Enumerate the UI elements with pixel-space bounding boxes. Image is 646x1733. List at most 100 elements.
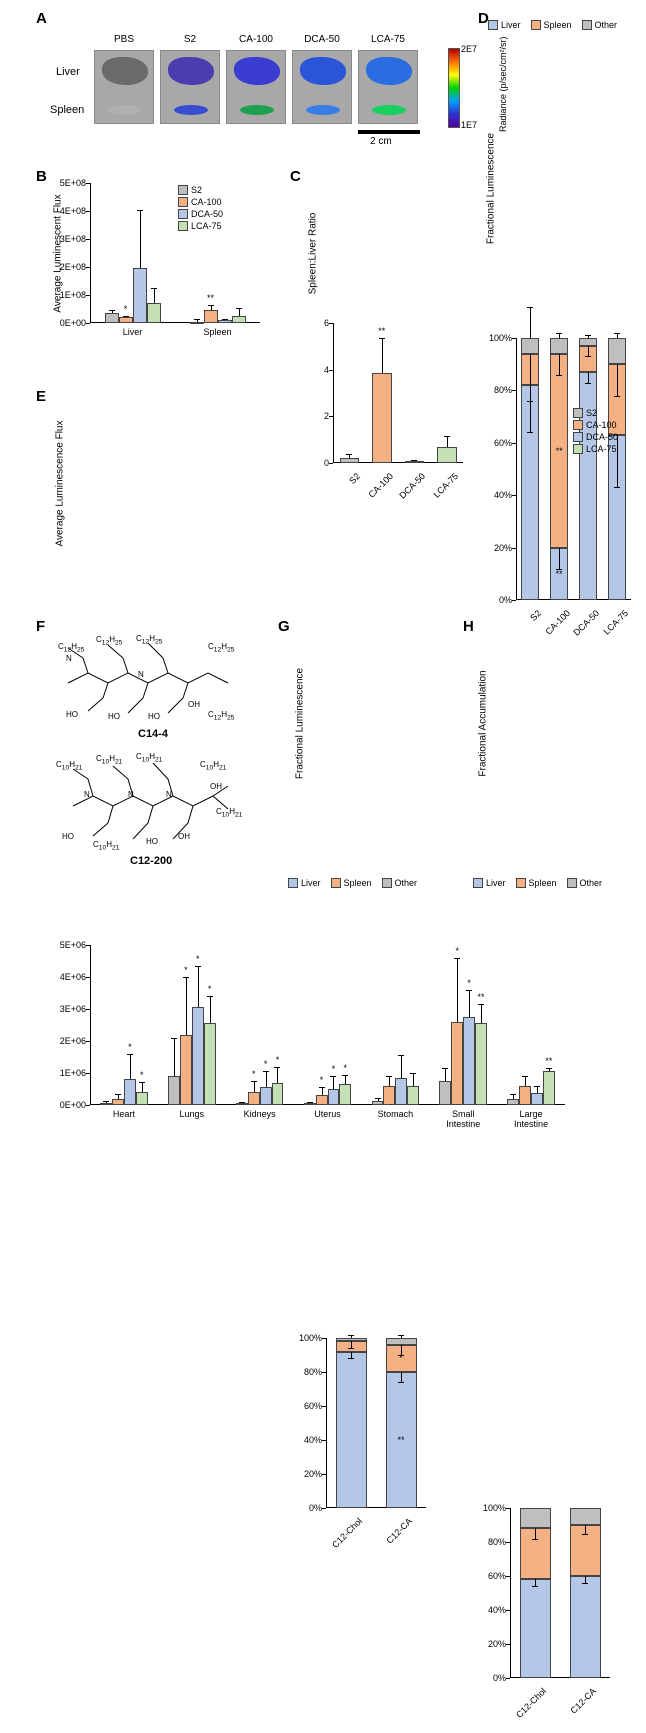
radiance-colorbar [448, 48, 460, 128]
panel-h-label: H [463, 618, 474, 635]
legend-item: Other [567, 878, 603, 888]
bar [328, 1089, 340, 1105]
legend-item: CA-100 [178, 197, 223, 207]
legend-item: LCA-75 [178, 221, 223, 231]
organ-image [292, 50, 352, 124]
panel-a: Liver Spleen 2 cm 2E7 1E7 Radiance (p/se… [48, 22, 608, 152]
bar [236, 1103, 248, 1105]
legend-item: Other [382, 878, 418, 888]
bar [395, 1078, 407, 1105]
legend-swatch [288, 878, 298, 888]
panel-e-legend: S2CA-100DCA-50LCA-75 [573, 408, 618, 456]
legend-item: Liver [488, 20, 521, 30]
bar [248, 1092, 260, 1105]
panel-c-label: C [290, 168, 301, 185]
organ-image [94, 50, 154, 124]
legend-item: Liver [288, 878, 321, 888]
legend-swatch [473, 878, 483, 888]
bar [133, 268, 147, 323]
panel-b-legend: S2 CA-100 DCA-50 LCA-75 [178, 185, 223, 233]
legend-item: Spleen [531, 20, 572, 30]
bar [190, 322, 204, 324]
legend-item: CA-100 [573, 420, 618, 430]
bar [304, 1103, 316, 1105]
bar [119, 317, 133, 323]
panel-g-ytitle: Fractional Luminescence [295, 654, 306, 794]
organ-image [226, 50, 286, 124]
organ-image [160, 50, 220, 124]
panel-d-chart: 0%20%40%60%80%100%S2****CA-100DCA-50LCA-… [516, 338, 631, 600]
radiance-label: Radiance (p/sec/cm²/sr) [498, 42, 508, 132]
figure-root: A Liver Spleen 2 cm 2E7 1E7 Radiance (p/… [8, 8, 638, 922]
panel-d-legend: Liver Spleen Other [488, 20, 617, 32]
bar [105, 313, 119, 323]
panel-g-legend: Liver Spleen Other [288, 878, 417, 890]
legend-swatch [178, 185, 188, 195]
scale-bar [358, 130, 420, 134]
legend-swatch [573, 432, 583, 442]
legend-swatch [178, 209, 188, 219]
radiance-min: 1E7 [461, 120, 477, 130]
panel-c-ytitle: Spleen:Liver Ratio [308, 194, 319, 314]
panel-g-label: G [278, 618, 290, 635]
panel-c-chart: 0246S2**CA-100DCA-50LCA-75 [333, 323, 463, 463]
bar [180, 1035, 192, 1105]
legend-item: Liver [473, 878, 506, 888]
bar [531, 1093, 543, 1105]
bar [124, 1079, 136, 1105]
legend-swatch [488, 20, 498, 30]
bar [407, 1086, 419, 1105]
bar [519, 1086, 531, 1105]
legend-swatch [382, 878, 392, 888]
legend-item: Spleen [331, 878, 372, 888]
panel-d-ytitle: Fractional Luminescence [486, 114, 497, 264]
bar [232, 316, 246, 323]
row-label-liver: Liver [56, 66, 80, 78]
legend-swatch [516, 878, 526, 888]
bar [260, 1087, 272, 1105]
bar [192, 1007, 204, 1105]
bar [136, 1092, 148, 1105]
bar [339, 1084, 351, 1105]
legend-swatch [573, 420, 583, 430]
bar [543, 1071, 555, 1105]
bar [112, 1099, 124, 1105]
legend-item: Spleen [516, 878, 557, 888]
bar [463, 1017, 475, 1105]
bar [451, 1022, 463, 1105]
legend-item: Other [582, 20, 618, 30]
panel-e-chart: 0E+001E+062E+063E+064E+065E+06**Heart***… [90, 945, 565, 1105]
panel-h-chart: 0%20%40%60%80%100%C12-CholC12-CA [510, 1508, 610, 1678]
panel-b-chart: 0E+001E+082E+083E+084E+085E+08*Liver**Sp… [90, 183, 260, 323]
bar [439, 1081, 451, 1105]
panel-h-ytitle: Fractional Accumulation [478, 654, 489, 794]
legend-swatch [531, 20, 541, 30]
bar [507, 1099, 519, 1105]
bar [218, 320, 232, 323]
bar [168, 1076, 180, 1105]
legend-item: S2 [573, 408, 618, 418]
panel-e-label: E [36, 388, 46, 405]
panel-a-label: A [36, 10, 47, 27]
panel-b-ytitle: Average Luminescent Flux [53, 184, 64, 324]
radiance-max: 2E7 [461, 44, 477, 54]
legend-item: DCA-50 [178, 209, 223, 219]
bar [147, 303, 161, 323]
legend-swatch [178, 221, 188, 231]
chem-name-2: C12-200 [130, 855, 172, 867]
panel-f-chem: C12H25 C12H25 C12H25 C12H25 HO HO HO OH … [48, 633, 248, 873]
legend-swatch [573, 444, 583, 454]
legend-swatch [582, 20, 592, 30]
bar [316, 1095, 328, 1105]
legend-swatch [573, 408, 583, 418]
scale-text: 2 cm [370, 136, 392, 147]
legend-swatch [178, 197, 188, 207]
bar [100, 1103, 112, 1105]
panel-f-label: F [36, 618, 45, 635]
legend-item: S2 [178, 185, 223, 195]
legend-item: DCA-50 [573, 432, 618, 442]
legend-swatch [567, 878, 577, 888]
bar [475, 1023, 487, 1105]
bar [204, 310, 218, 323]
bar [383, 1086, 395, 1105]
